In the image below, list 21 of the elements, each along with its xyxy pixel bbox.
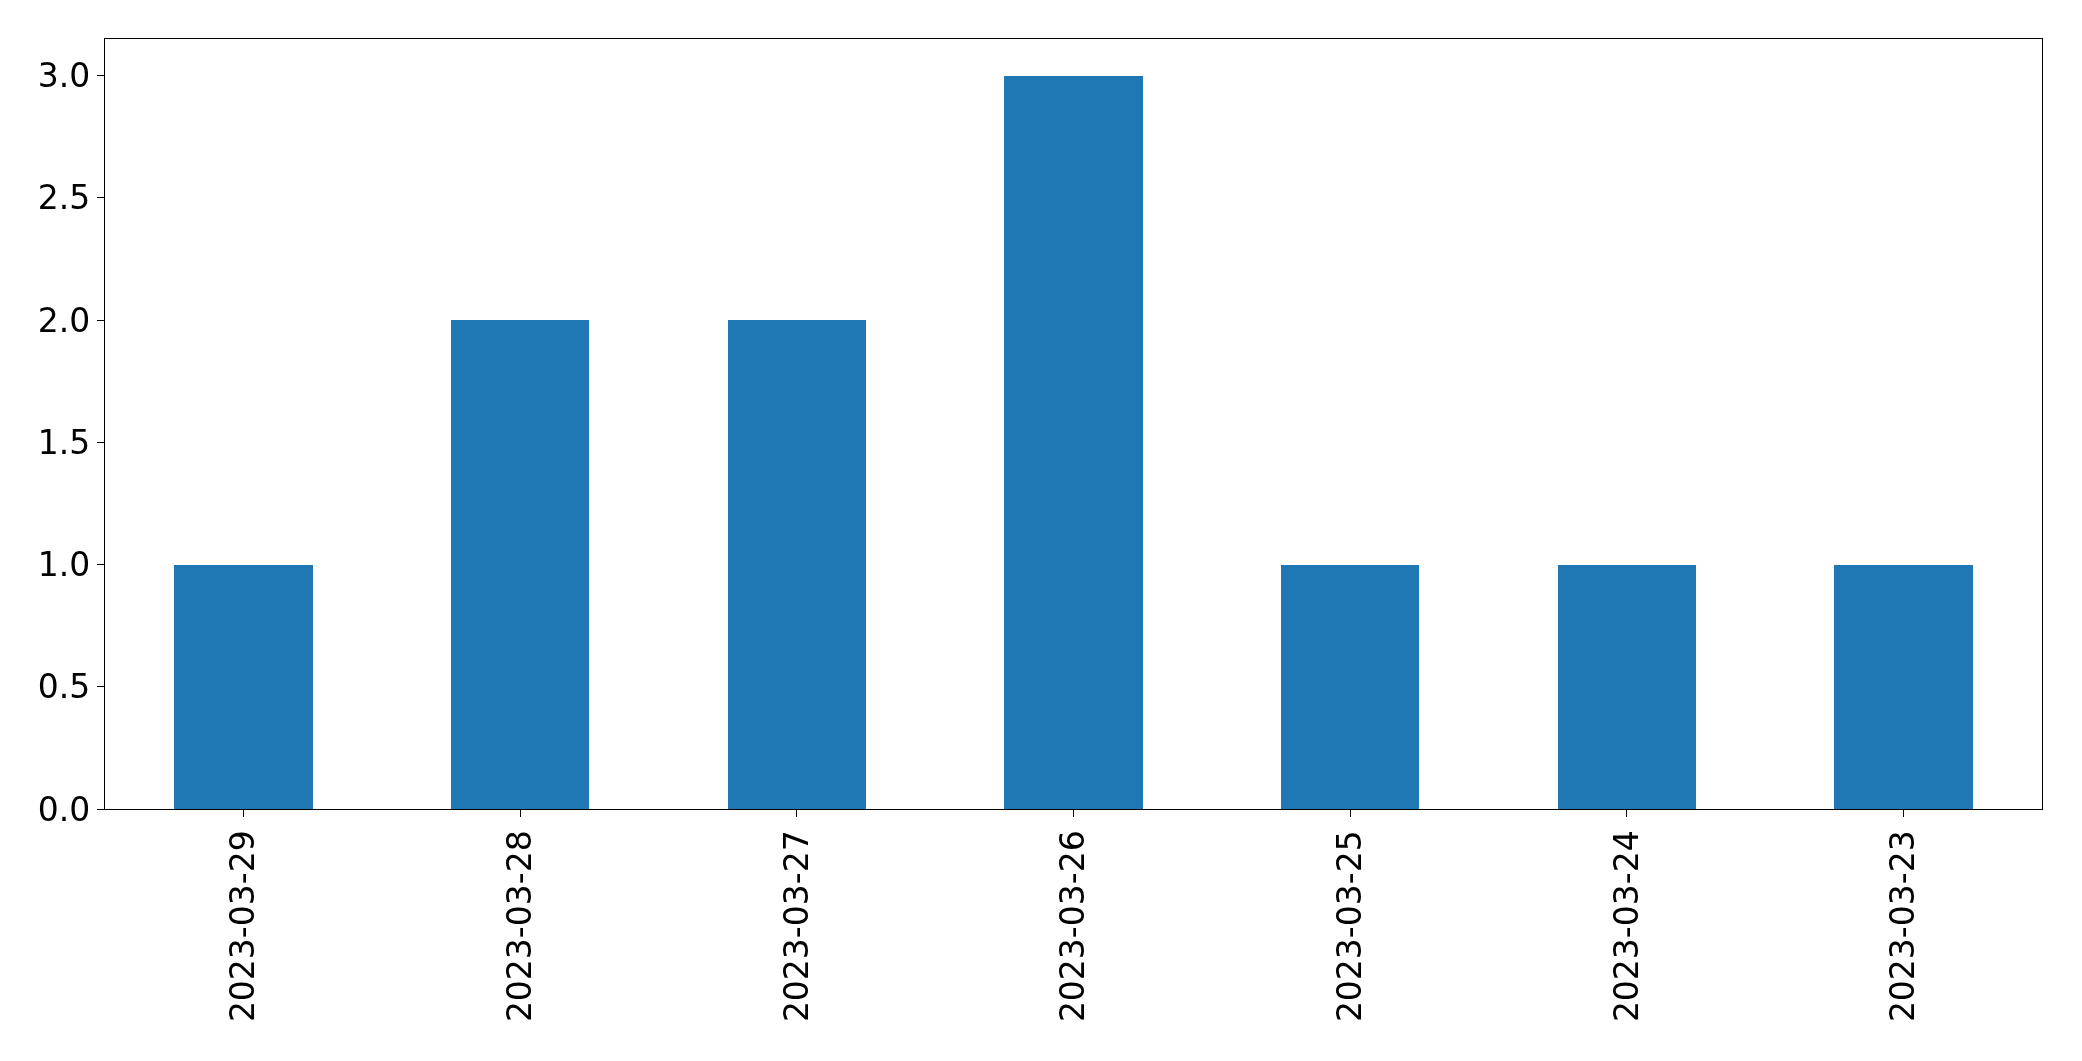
x-tick-label: 2023-03-27 (776, 830, 816, 1023)
y-tick-label: 0.0 (37, 789, 91, 829)
bar (174, 565, 313, 809)
x-tick-label: 2023-03-26 (1053, 830, 1093, 1023)
y-tick-label: 1.0 (37, 545, 91, 585)
bar (1004, 76, 1143, 809)
x-tick-label: 2023-03-23 (1883, 830, 1923, 1023)
x-tick-label: 2023-03-28 (499, 830, 539, 1023)
bar (451, 320, 589, 809)
y-tick-label: 0.5 (37, 667, 91, 707)
x-tick-label: 2023-03-29 (223, 830, 263, 1023)
bar (1558, 565, 1696, 809)
x-tick-label: 2023-03-24 (1606, 830, 1646, 1023)
y-tick-label: 2.5 (37, 178, 91, 218)
y-tick-label: 1.5 (37, 422, 91, 462)
y-tick-label: 3.0 (37, 56, 91, 96)
x-tick-label: 2023-03-25 (1329, 830, 1369, 1023)
bar (1834, 565, 1973, 809)
y-tick-label: 2.0 (37, 300, 91, 340)
bar (1281, 565, 1419, 809)
bar (728, 320, 866, 809)
